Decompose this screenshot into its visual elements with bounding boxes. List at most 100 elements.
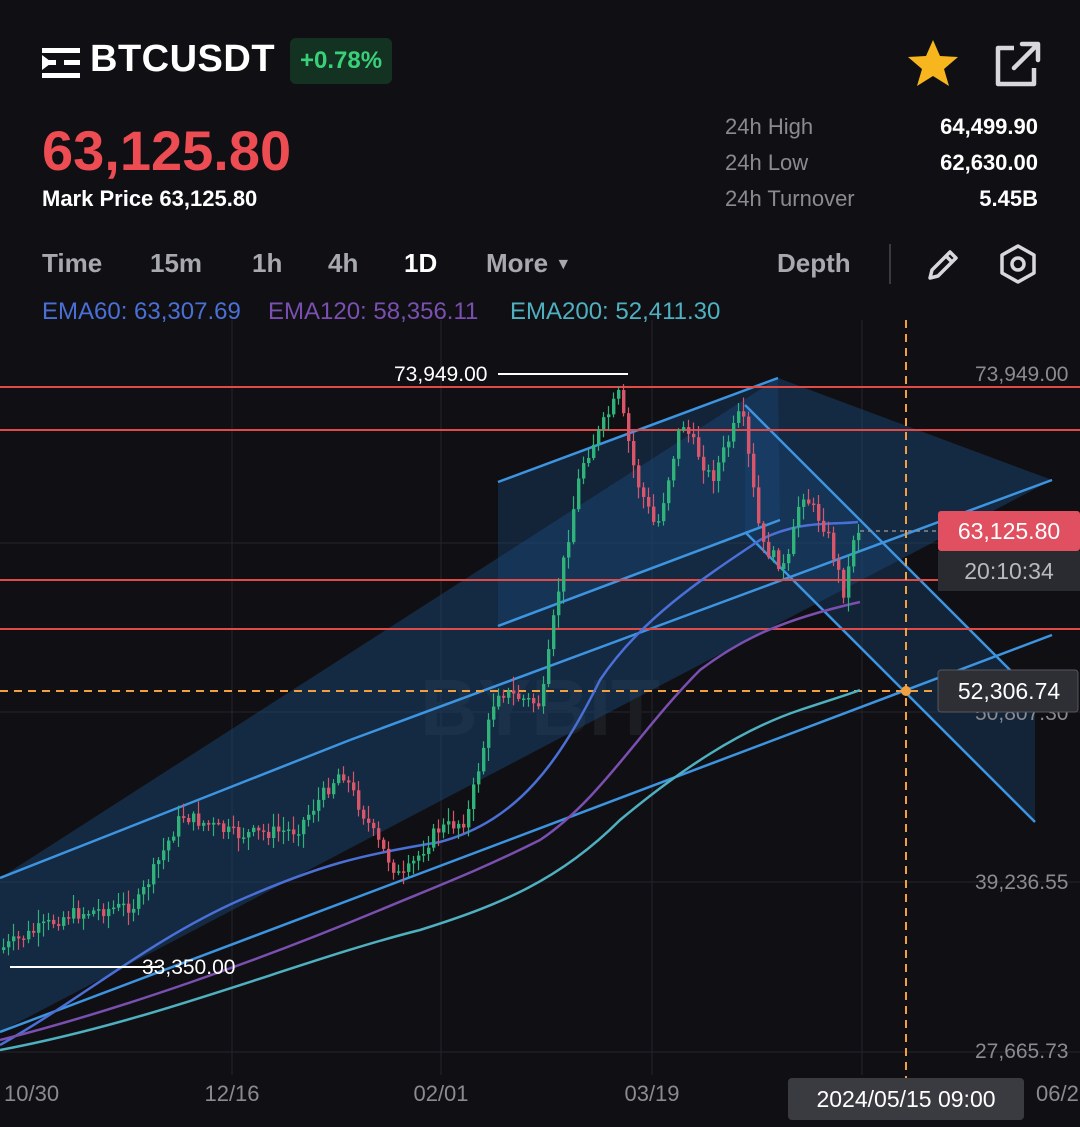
ema120-line — [0, 600, 861, 1042]
candle-body — [92, 910, 96, 914]
settings-icon[interactable] — [996, 242, 1040, 286]
star-icon[interactable] — [906, 38, 960, 88]
candle-body — [802, 499, 806, 507]
candle-body — [852, 540, 856, 567]
candle-body — [277, 826, 281, 832]
candle-body — [837, 559, 841, 570]
candle-body — [242, 837, 246, 839]
candle-body — [17, 936, 21, 939]
candle-body — [787, 554, 791, 564]
candle-body — [62, 917, 66, 926]
candle-body — [677, 430, 681, 459]
candle-body — [792, 526, 796, 555]
rising-channel[interactable] — [0, 378, 1052, 1032]
candle-body — [462, 823, 466, 828]
crosshair-price-tag: 52,306.74 — [958, 678, 1061, 704]
candle-body — [742, 411, 746, 417]
candle-body — [482, 747, 486, 772]
countdown-tag-bg — [938, 551, 1080, 591]
candle-body — [512, 690, 516, 694]
candle-body — [472, 784, 476, 810]
tab-15m[interactable]: 15m — [150, 248, 203, 278]
candle-body — [812, 503, 816, 506]
tab-time[interactable]: Time — [42, 248, 103, 278]
candle-body — [597, 429, 601, 445]
stat-low-label: 24h Low — [725, 150, 809, 175]
candlesticks[interactable] — [2, 384, 861, 956]
candle-body — [547, 649, 551, 685]
candle-body — [642, 487, 646, 498]
candle-body — [307, 814, 311, 820]
price-chart[interactable]: BYBIT — [0, 320, 1080, 1127]
candle-body — [797, 506, 801, 527]
candle-body — [362, 809, 366, 819]
watermark: BYBIT — [420, 663, 660, 752]
candle-body — [452, 821, 456, 829]
tab-4h[interactable]: 4h — [328, 248, 359, 278]
candle-body — [627, 413, 631, 441]
candle-body — [737, 411, 741, 423]
candle-body — [377, 828, 381, 840]
candle-body — [387, 848, 391, 863]
depth-button[interactable]: Depth — [777, 248, 851, 278]
candle-body — [697, 437, 701, 457]
candle-body — [252, 827, 256, 833]
candle-body — [267, 831, 271, 839]
candle-body — [417, 855, 421, 861]
candle-body — [687, 427, 691, 434]
candle-body — [617, 390, 621, 399]
toolbar-divider — [889, 244, 891, 284]
candle-body — [207, 822, 211, 825]
candle-body — [827, 531, 831, 534]
candle-body — [137, 894, 141, 909]
horizontal-levels[interactable] — [0, 386, 1080, 630]
candle-body — [357, 790, 361, 810]
mark-price-label: Mark Price — [42, 186, 154, 211]
candle-body — [322, 787, 326, 800]
tab-more-label: More — [486, 248, 549, 278]
crosshair-dot — [901, 686, 911, 696]
candle-body — [602, 417, 606, 430]
low-marker-label: 33,350.00 — [142, 956, 235, 979]
candle-body — [717, 462, 721, 482]
candle-body — [72, 908, 76, 919]
candle-body — [227, 826, 231, 833]
x-axis-label: 06/2 — [1036, 1081, 1079, 1106]
chart-grid — [0, 320, 1080, 1075]
candle-body — [662, 503, 666, 522]
candle-body — [47, 919, 51, 922]
current-price-tag: 63,125.80 — [958, 518, 1060, 544]
candle-body — [412, 860, 416, 864]
candle-body — [2, 947, 6, 950]
candle-body — [762, 523, 766, 542]
candle-body — [537, 703, 541, 707]
candle-body — [202, 822, 206, 826]
symbol-title[interactable]: BTCUSDT — [90, 38, 276, 80]
tab-more[interactable]: More ▼ — [486, 248, 571, 279]
candle-body — [82, 914, 86, 919]
candle-body — [722, 447, 726, 463]
x-axis-label: 10/30 — [4, 1081, 59, 1106]
candle-body — [192, 813, 196, 823]
tab-1d[interactable]: 1D — [404, 248, 438, 278]
candle-body — [747, 416, 751, 454]
candle-body — [27, 930, 31, 940]
candle-body — [422, 853, 426, 856]
candle-body — [427, 847, 431, 854]
candle-body — [772, 550, 776, 558]
current-price-tag-bg — [938, 511, 1080, 551]
tab-1h[interactable]: 1h — [252, 248, 283, 278]
candle-body — [477, 771, 481, 785]
candle-body — [232, 826, 236, 829]
candle-body — [672, 458, 676, 481]
candle-body — [42, 921, 46, 924]
candle-body — [752, 453, 756, 488]
menu-icon[interactable] — [42, 46, 80, 80]
y-axis-label: 27,665.73 — [975, 1040, 1068, 1063]
pencil-icon[interactable] — [922, 244, 964, 286]
candle-body — [367, 818, 371, 823]
candle-body — [327, 787, 331, 795]
candle-body — [152, 864, 156, 885]
candle-body — [757, 487, 761, 524]
share-icon[interactable] — [992, 40, 1042, 88]
